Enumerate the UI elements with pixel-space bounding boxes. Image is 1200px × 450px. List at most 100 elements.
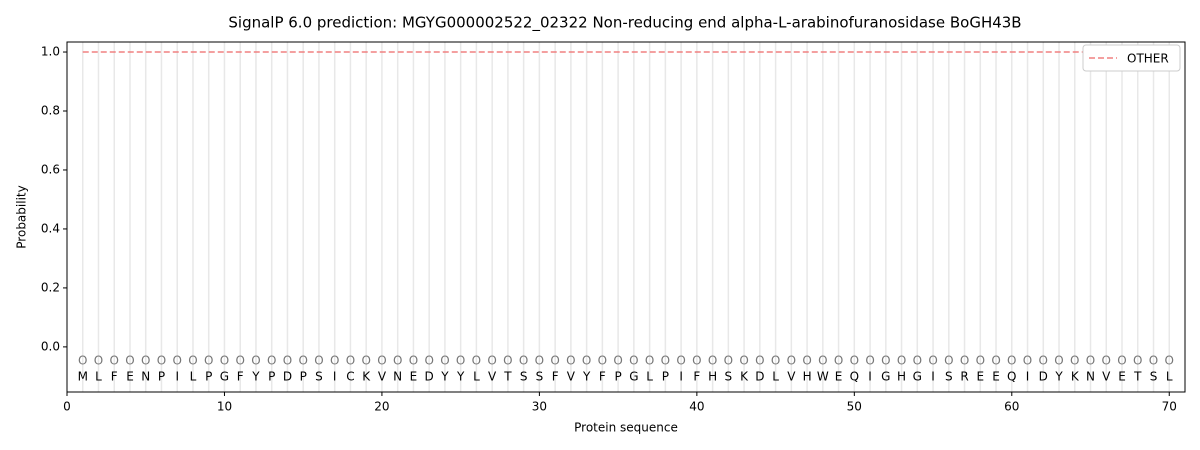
predicted-label: O (141, 354, 150, 368)
residue: K (1071, 370, 1080, 384)
predicted-label: O (802, 354, 811, 368)
x-tick-label: 40 (689, 400, 704, 414)
residue: S (725, 370, 733, 384)
x-tick-label: 30 (532, 400, 547, 414)
residue: Y (440, 370, 449, 384)
residue: Y (456, 370, 465, 384)
residue: E (976, 370, 984, 384)
residue: I (868, 370, 872, 384)
predicted-label: O (267, 354, 276, 368)
y-tick-label: 0.2 (41, 280, 60, 294)
residue: F (552, 370, 559, 384)
predicted-label: O (251, 354, 260, 368)
residue: S (315, 370, 323, 384)
predicted-label: O (960, 354, 969, 368)
residue: S (536, 370, 544, 384)
residue: C (346, 370, 354, 384)
residue: Q (1007, 370, 1016, 384)
predicted-label: O (157, 354, 166, 368)
predicted-label: O (1054, 354, 1063, 368)
residue: F (237, 370, 244, 384)
residue: D (283, 370, 292, 384)
predicted-label: O (991, 354, 1000, 368)
x-tick-label: 70 (1162, 400, 1177, 414)
predicted-label: O (1070, 354, 1079, 368)
predicted-label: O (976, 354, 985, 368)
predicted-label: O (1007, 354, 1016, 368)
predicted-label: O (314, 354, 323, 368)
predicted-label: O (409, 354, 418, 368)
residue: T (1133, 370, 1142, 384)
predicted-label: O (393, 354, 402, 368)
predicted-label: O (535, 354, 544, 368)
predicted-label: O (78, 354, 87, 368)
predicted-label: O (566, 354, 575, 368)
residue: K (740, 370, 749, 384)
predicted-label: O (503, 354, 512, 368)
predicted-label: O (110, 354, 119, 368)
residue: V (787, 370, 796, 384)
predicted-label: O (944, 354, 953, 368)
predicted-label: O (676, 354, 685, 368)
predicted-label: O (487, 354, 496, 368)
residue: P (300, 370, 307, 384)
predicted-label: O (283, 354, 292, 368)
residue: V (378, 370, 387, 384)
residue: T (503, 370, 512, 384)
predicted-label: O (1102, 354, 1111, 368)
residue: R (960, 370, 968, 384)
predicted-label: O (928, 354, 937, 368)
predicted-label: O (724, 354, 733, 368)
predicted-label: O (787, 354, 796, 368)
residue: E (1118, 370, 1126, 384)
residue: Y (1054, 370, 1063, 384)
predicted-label: O (913, 354, 922, 368)
residue: F (599, 370, 606, 384)
predicted-label: O (739, 354, 748, 368)
y-tick-label: 0.0 (41, 339, 60, 353)
predicted-label: O (172, 354, 181, 368)
residue: H (897, 370, 906, 384)
predicted-label: O (1149, 354, 1158, 368)
predicted-label: O (645, 354, 654, 368)
residue: E (835, 370, 843, 384)
y-tick-label: 1.0 (41, 45, 60, 59)
predicted-label: O (298, 354, 307, 368)
predicted-label: O (188, 354, 197, 368)
predicted-label: O (1117, 354, 1126, 368)
legend-label: OTHER (1127, 52, 1169, 66)
residue: S (520, 370, 528, 384)
predicted-label: O (834, 354, 843, 368)
predicted-label: O (897, 354, 906, 368)
predicted-label: O (1039, 354, 1048, 368)
residue: W (817, 370, 829, 384)
predicted-label: O (440, 354, 449, 368)
residue: E (126, 370, 134, 384)
plot-frame (66, 41, 1186, 393)
residue: Y (251, 370, 260, 384)
predicted-label: O (692, 354, 701, 368)
residue: E (410, 370, 418, 384)
predicted-label: O (661, 354, 670, 368)
residue: N (141, 370, 150, 384)
y-axis-label: Probability (15, 185, 29, 248)
predicted-label: O (94, 354, 103, 368)
predicted-label: O (125, 354, 134, 368)
residue: G (629, 370, 638, 384)
x-tick-label: 60 (1004, 400, 1019, 414)
x-tick-label: 0 (63, 400, 71, 414)
residue: P (615, 370, 622, 384)
residue: V (1102, 370, 1111, 384)
residue: F (111, 370, 118, 384)
residue: E (992, 370, 1000, 384)
predicted-label: O (818, 354, 827, 368)
residue: G (881, 370, 890, 384)
residue: Q (850, 370, 859, 384)
residue: I (679, 370, 683, 384)
residue: K (362, 370, 371, 384)
predicted-label: O (1133, 354, 1142, 368)
residue: P (158, 370, 165, 384)
predicted-label: O (1023, 354, 1032, 368)
